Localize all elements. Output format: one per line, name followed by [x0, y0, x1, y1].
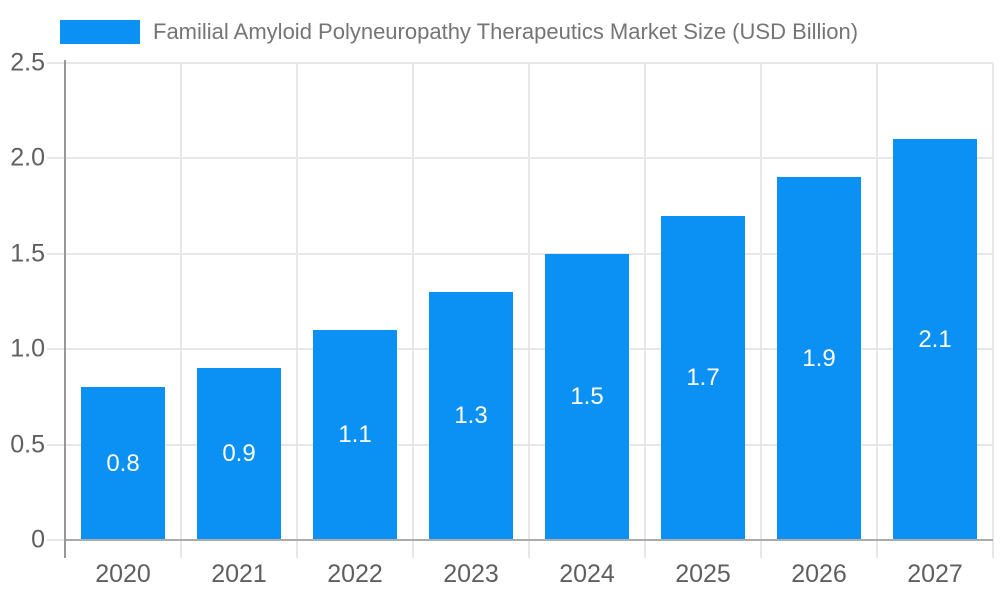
- x-axis-label: 2020: [95, 560, 151, 588]
- gridline-vertical: [296, 63, 298, 558]
- y-axis-tick: [47, 157, 65, 159]
- gridline-vertical: [180, 63, 182, 558]
- bar-value-label: 1.5: [570, 383, 604, 410]
- bar-2022[interactable]: [313, 330, 397, 540]
- x-axis-label: 2025: [675, 560, 731, 588]
- bar-2025[interactable]: [661, 216, 745, 540]
- y-axis-label: 1.0: [10, 334, 45, 363]
- gridline-vertical: [760, 63, 762, 558]
- legend: Familial Amyloid Polyneuropathy Therapeu…: [60, 19, 858, 45]
- x-axis-label: 2027: [907, 560, 963, 588]
- bar-2027[interactable]: [893, 139, 977, 540]
- y-axis-line: [64, 60, 66, 558]
- y-axis-label: 0.5: [10, 430, 45, 459]
- y-axis-label: 2.0: [10, 143, 45, 172]
- x-axis-line: [65, 539, 993, 541]
- y-axis-tick: [47, 539, 65, 541]
- bar-value-label: 1.1: [338, 421, 372, 448]
- bar-2023[interactable]: [429, 292, 513, 540]
- bar-value-label: 0.9: [222, 440, 256, 467]
- x-axis-label: 2022: [327, 560, 383, 588]
- y-axis-tick: [47, 62, 65, 64]
- legend-item[interactable]: Familial Amyloid Polyneuropathy Therapeu…: [60, 19, 858, 45]
- bar-2020[interactable]: [81, 387, 165, 540]
- bar-value-label: 1.3: [454, 402, 488, 429]
- x-axis-label: 2021: [211, 560, 267, 588]
- x-axis-label: 2024: [559, 560, 615, 588]
- legend-label: Familial Amyloid Polyneuropathy Therapeu…: [153, 19, 859, 44]
- y-axis-tick: [47, 444, 65, 446]
- x-axis-label: 2023: [443, 560, 499, 588]
- legend-swatch-icon: [60, 20, 140, 44]
- bar-value-label: 2.1: [918, 326, 952, 353]
- bar-2021[interactable]: [197, 368, 281, 540]
- y-axis-label: 2.5: [10, 48, 45, 77]
- gridline-vertical: [992, 63, 994, 558]
- y-axis-tick: [47, 348, 65, 350]
- gridline-vertical: [876, 63, 878, 558]
- gridline-vertical: [644, 63, 646, 558]
- bar-2026[interactable]: [777, 177, 861, 540]
- gridline-vertical: [528, 63, 530, 558]
- bar-2024[interactable]: [545, 254, 629, 540]
- bar-value-label: 0.8: [106, 450, 140, 477]
- y-axis-label: 1.5: [10, 239, 45, 268]
- y-axis-label: 0: [31, 525, 45, 554]
- bar-value-label: 1.7: [686, 364, 720, 391]
- x-axis-label: 2026: [791, 560, 847, 588]
- bar-value-label: 1.9: [802, 345, 836, 372]
- gridline-vertical: [412, 63, 414, 558]
- y-axis-tick: [47, 253, 65, 255]
